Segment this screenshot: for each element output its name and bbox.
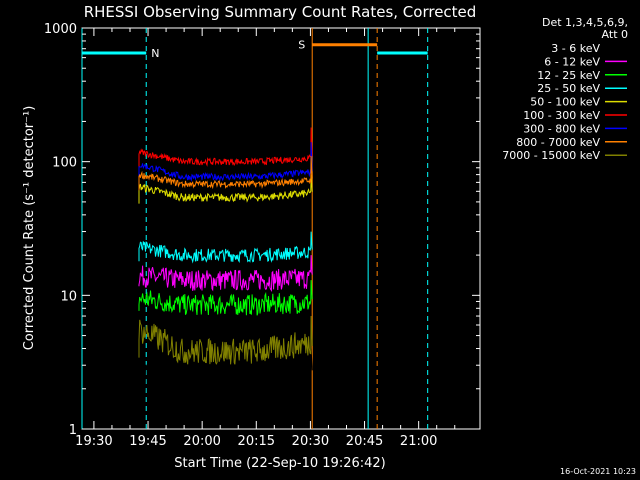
series-line [138,231,313,264]
y-tick-label: 1 [69,423,77,438]
x-tick-label: 20:15 [238,434,275,449]
chart-title: RHESSI Observing Summary Count Rates, Co… [84,3,477,21]
legend-label: 12 - 25 keV [537,69,600,82]
x-tick-label: 20:00 [183,434,220,449]
series-line [138,348,313,415]
legend-label: 100 - 300 keV [523,109,600,122]
y-tick-label: 10 [60,289,77,304]
y-axis-label: Corrected Count Rate (s⁻¹ detector⁻¹) [22,106,37,351]
series-line [138,255,313,293]
x-tick-label: 20:45 [346,434,383,449]
axes-layer: 19:30 19:45 20:00 20:15 20:30 20:45 21:00 1 10 10… [44,22,480,449]
series-line [138,156,313,191]
x-tick-label: 19:30 [75,434,112,449]
y-tick-label: 1000 [44,22,77,37]
legend-label: 800 - 7000 keV [516,136,600,149]
series-line [138,315,313,365]
x-tick-label: 21:00 [400,434,437,449]
legend-label: 50 - 100 keV [530,96,600,109]
series-line [138,142,313,183]
legend-label: 3 - 6 keV [551,42,600,55]
legend-label: 6 - 12 keV [544,55,600,68]
x-tick-label: 19:45 [129,434,166,449]
series-layer [138,127,313,415]
night-flag-label: N [151,47,159,60]
x-axis-label: Start Time (22-Sep-10 19:26:42) [174,456,385,471]
x-tick-label: 20:30 [292,434,329,449]
legend-header-line2: Att 0 [602,28,628,41]
legend-label: 25 - 50 keV [537,82,600,95]
generation-timestamp: 16-Oct-2021 10:23 [560,467,636,476]
series-line [138,174,313,204]
series-line [138,127,313,168]
saa-flag-label: S [298,39,305,52]
y-tick-label: 100 [52,156,77,171]
legend-header-line1: Det 1,3,4,5,6,9, [542,16,628,29]
legend-label: 7000 - 15000 keV [502,149,600,162]
legend-label: 300 - 800 keV [523,122,600,135]
series-line [138,280,313,316]
